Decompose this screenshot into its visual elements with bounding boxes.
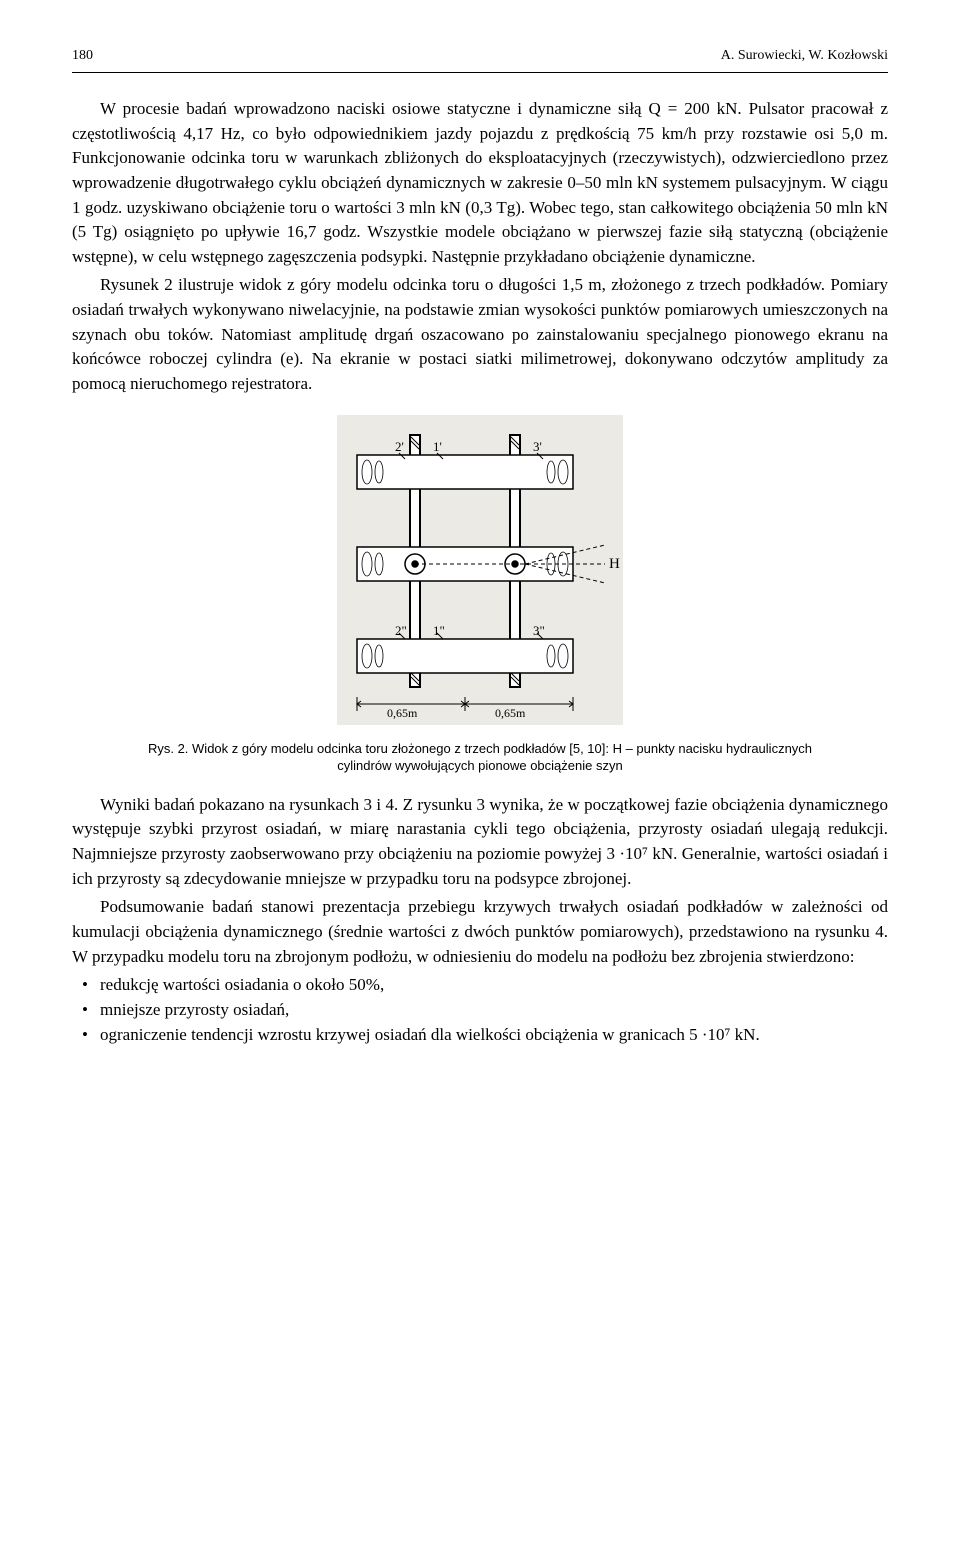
header-rule: [72, 72, 888, 73]
paragraph-1: W procesie badań wprowadzono naciski osi…: [72, 97, 888, 269]
bullet-item: redukcję wartości osiadania o około 50%,: [72, 973, 888, 998]
fig-label-2p: 2': [395, 439, 404, 454]
bullet-list: redukcję wartości osiadania o około 50%,…: [72, 973, 888, 1047]
page-number: 180: [72, 48, 93, 64]
page: 180 A. Surowiecki, W. Kozłowski W proces…: [0, 0, 960, 1107]
fig-label-1p: 1': [433, 439, 442, 454]
fig-label-1pp: 1": [433, 623, 445, 638]
fig-label-3pp: 3": [533, 623, 545, 638]
paragraph-4: Podsumowanie badań stanowi prezentacja p…: [72, 895, 888, 969]
fig-label-3p: 3': [533, 439, 542, 454]
fig-dim-right: 0,65m: [495, 706, 526, 720]
running-header: 180 A. Surowiecki, W. Kozłowski: [72, 48, 888, 64]
header-authors: A. Surowiecki, W. Kozłowski: [721, 48, 888, 64]
fig-label-h: H: [609, 556, 620, 572]
paragraph-2: Rysunek 2 ilustruje widok z góry modelu …: [72, 273, 888, 396]
bullet-item: mniejsze przyrosty osiadań,: [72, 998, 888, 1023]
paragraph-3: Wyniki badań pokazano na rysunkach 3 i 4…: [72, 793, 888, 892]
bullet-item: ograniczenie tendencji wzrostu krzywej o…: [72, 1023, 888, 1048]
fig-dim-left: 0,65m: [387, 706, 418, 720]
figure-2-svg: 2' 1' 3' 2" 1" 3" H: [337, 415, 623, 725]
fig-label-2pp: 2": [395, 623, 407, 638]
figure-2: 2' 1' 3' 2" 1" 3" H: [72, 415, 888, 730]
figure-2-caption: Rys. 2. Widok z góry modelu odcinka toru…: [120, 740, 840, 775]
